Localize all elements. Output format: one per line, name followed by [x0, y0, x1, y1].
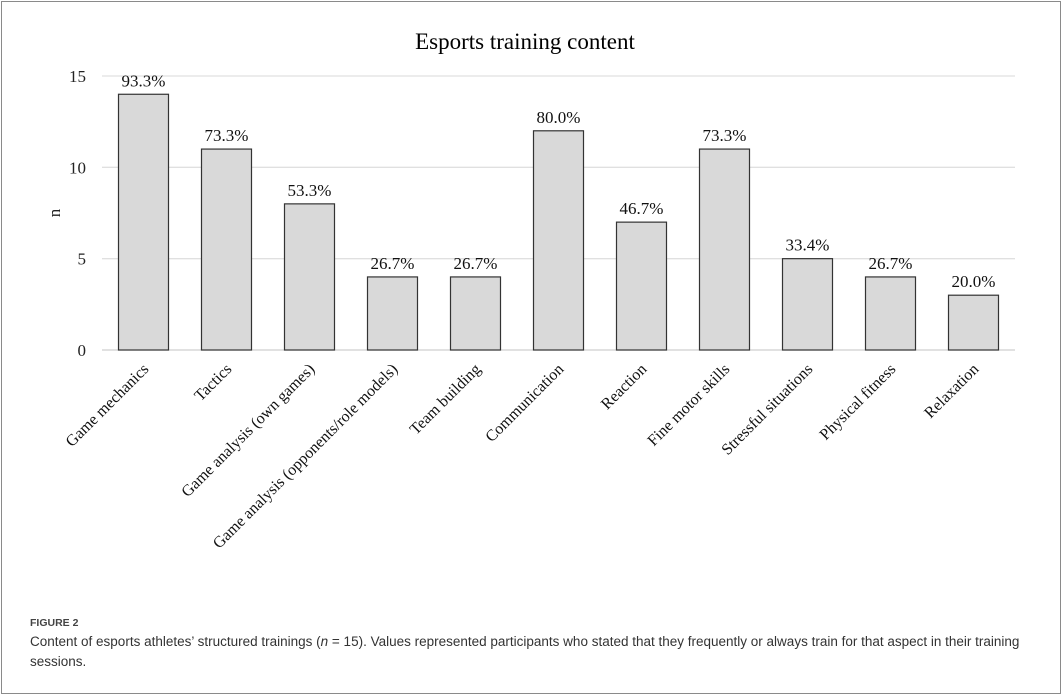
- x-tick-label: Team building: [407, 361, 485, 439]
- data-label: 80.0%: [537, 108, 581, 127]
- data-label: 73.3%: [205, 126, 249, 145]
- caption-part: = 15). Values represented participants w…: [30, 634, 1020, 669]
- x-tick-label: Stressful situations: [719, 361, 817, 459]
- y-tick-label: 10: [69, 158, 86, 177]
- x-tick-label: Game analysis (own games): [178, 361, 318, 501]
- bar: [449, 276, 502, 351]
- data-label: 73.3%: [703, 126, 747, 145]
- y-tick-label: 5: [78, 250, 87, 269]
- x-tick-label: Fine motor skills: [645, 361, 734, 450]
- figure-caption: FIGURE 2 Content of esports athletes’ st…: [30, 617, 1040, 672]
- y-tick-label: 0: [78, 341, 87, 360]
- y-tick-label: 15: [69, 67, 86, 86]
- data-label: 26.7%: [869, 254, 913, 273]
- data-label: 26.7%: [454, 254, 498, 273]
- bar: [283, 203, 336, 351]
- bar: [200, 148, 253, 351]
- bar: [117, 93, 170, 351]
- x-tick-label: Game mechanics: [63, 361, 153, 451]
- y-axis-label: n: [45, 208, 64, 217]
- bar: [947, 294, 1000, 351]
- bar: [615, 221, 668, 351]
- figure-label: FIGURE 2: [30, 617, 79, 629]
- data-label: 53.3%: [288, 181, 332, 200]
- data-label: 46.7%: [620, 199, 664, 218]
- data-label: 33.4%: [786, 236, 830, 255]
- x-tick-label: Relaxation: [921, 361, 982, 422]
- chart-title: Esports training content: [415, 29, 635, 54]
- bar: [532, 130, 585, 351]
- bar: [698, 148, 751, 351]
- x-tick-label: Communication: [482, 361, 567, 446]
- data-label: 20.0%: [952, 272, 996, 291]
- bar: [781, 258, 834, 351]
- caption-text: Content of esports athletes’ structured …: [30, 632, 1040, 672]
- x-tick-label: Physical fitness: [817, 361, 900, 444]
- x-tick-label: Game analysis (opponents/role models): [210, 361, 401, 552]
- data-label: 26.7%: [371, 254, 415, 273]
- bar: [864, 276, 917, 351]
- x-tick-label: Reaction: [598, 361, 650, 413]
- bar: [366, 276, 419, 351]
- caption-n: n: [320, 634, 329, 649]
- bar-chart: Esports training content 0 5 10 15 n 93.3% Game…: [45, 29, 1015, 552]
- caption-part: Content of esports athletes’ structured …: [30, 634, 321, 649]
- data-label: 93.3%: [122, 71, 166, 90]
- x-tick-label: Tactics: [191, 361, 235, 405]
